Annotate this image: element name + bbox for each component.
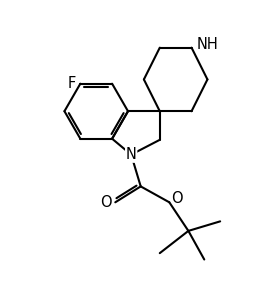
- Text: O: O: [171, 191, 183, 206]
- Text: F: F: [67, 76, 76, 91]
- Text: NH: NH: [196, 37, 218, 52]
- Text: N: N: [126, 147, 137, 162]
- Text: O: O: [101, 195, 112, 210]
